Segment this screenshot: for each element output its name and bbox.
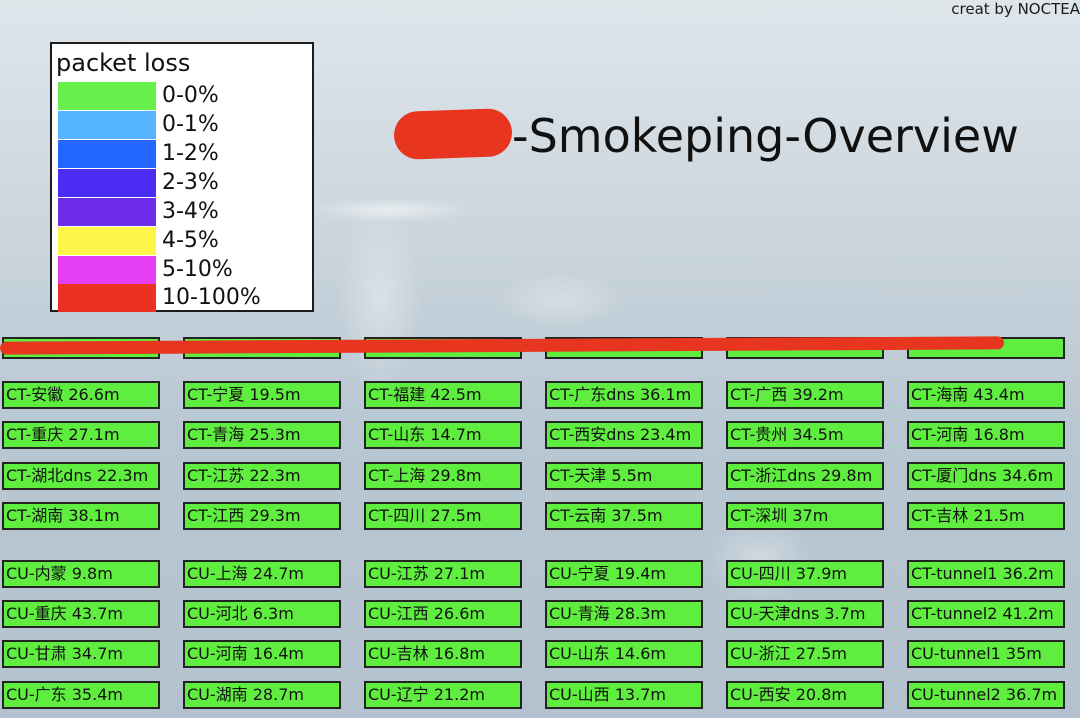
- legend-label: 0-0%: [162, 83, 219, 108]
- target-tile[interactable]: CT-广西 39.2m: [726, 381, 884, 409]
- target-tile[interactable]: CT-上海 29.8m: [364, 462, 522, 490]
- target-tile[interactable]: CU-湖南 28.7m: [183, 681, 341, 709]
- target-tile[interactable]: CU-内蒙 9.8m: [2, 560, 160, 588]
- redaction-mark: [393, 107, 513, 161]
- target-tile[interactable]: CT-重庆 27.1m: [2, 421, 160, 449]
- target-tile[interactable]: CT-安徽 26.6m: [2, 381, 160, 409]
- legend-swatch: [58, 198, 156, 226]
- target-tile[interactable]: CU-青海 28.3m: [545, 600, 703, 628]
- creator-credit: creat by NOCTEA: [951, 0, 1080, 18]
- target-tile[interactable]: CU-甘肃 34.7m: [2, 640, 160, 668]
- legend-swatch: [58, 284, 156, 312]
- target-tile[interactable]: CT-河南 16.8m: [907, 421, 1065, 449]
- target-tile[interactable]: CU-广东 35.4m: [2, 681, 160, 709]
- target-tile[interactable]: CU-浙江 27.5m: [726, 640, 884, 668]
- legend-title: packet loss: [56, 49, 191, 77]
- target-tile[interactable]: CU-西安 20.8m: [726, 681, 884, 709]
- legend-label: 2-3%: [162, 170, 219, 195]
- legend-item: 10-100%: [58, 284, 308, 312]
- target-tile[interactable]: CU-天津dns 3.7m: [726, 600, 884, 628]
- legend-swatch: [58, 227, 156, 255]
- legend-label: 5-10%: [162, 257, 233, 282]
- legend-item: 3-4%: [58, 198, 308, 226]
- target-tile[interactable]: CT-海南 43.4m: [907, 381, 1065, 409]
- target-tile[interactable]: CT-湖南 38.1m: [2, 502, 160, 530]
- legend-item: 1-2%: [58, 140, 308, 168]
- legend-swatch: [58, 169, 156, 197]
- target-tile[interactable]: CU-山西 13.7m: [545, 681, 703, 709]
- target-tile[interactable]: CT-深圳 37m: [726, 502, 884, 530]
- target-tile[interactable]: CU-河南 16.4m: [183, 640, 341, 668]
- legend-item: 4-5%: [58, 227, 308, 255]
- target-tile[interactable]: CT-厦门dns 34.6m: [907, 462, 1065, 490]
- target-tile[interactable]: CT-湖北dns 22.3m: [2, 462, 160, 490]
- target-tile[interactable]: CT-tunnel2 41.2m: [907, 600, 1065, 628]
- target-tile[interactable]: CT-西安dns 23.4m: [545, 421, 703, 449]
- target-tile[interactable]: CU-tunnel2 36.7m: [907, 681, 1065, 709]
- legend-label: 3-4%: [162, 199, 219, 224]
- target-tile[interactable]: CT-吉林 21.5m: [907, 502, 1065, 530]
- legend-label: 1-2%: [162, 141, 219, 166]
- legend-item: 2-3%: [58, 169, 308, 197]
- target-tile[interactable]: CU-山东 14.6m: [545, 640, 703, 668]
- target-tile[interactable]: CU-宁夏 19.4m: [545, 560, 703, 588]
- legend-label: 10-100%: [162, 285, 261, 310]
- packet-loss-legend: packet loss 0-0% 0-1% 1-2% 2-3% 3-4% 4-5…: [50, 42, 314, 312]
- target-tile[interactable]: CU-上海 24.7m: [183, 560, 341, 588]
- legend-swatch: [58, 111, 156, 139]
- target-tile[interactable]: CU-江西 26.6m: [364, 600, 522, 628]
- legend-item: 5-10%: [58, 256, 308, 284]
- legend-item: 0-0%: [58, 82, 308, 110]
- target-tile[interactable]: CT-江西 29.3m: [183, 502, 341, 530]
- target-tile[interactable]: CT-浙江dns 29.8m: [726, 462, 884, 490]
- legend-item: 0-1%: [58, 111, 308, 139]
- target-tile[interactable]: CT-四川 27.5m: [364, 502, 522, 530]
- target-tile[interactable]: CU-江苏 27.1m: [364, 560, 522, 588]
- target-tile[interactable]: CU-四川 37.9m: [726, 560, 884, 588]
- target-tile[interactable]: CT-山东 14.7m: [364, 421, 522, 449]
- target-tile[interactable]: CT-云南 37.5m: [545, 502, 703, 530]
- legend-swatch: [58, 82, 156, 110]
- target-tile[interactable]: CU-河北 6.3m: [183, 600, 341, 628]
- target-tile[interactable]: CU-重庆 43.7m: [2, 600, 160, 628]
- target-tile[interactable]: CT-青海 25.3m: [183, 421, 341, 449]
- target-tile[interactable]: CU-tunnel1 35m: [907, 640, 1065, 668]
- target-tile[interactable]: CT-广东dns 36.1m: [545, 381, 703, 409]
- target-tile[interactable]: CT-宁夏 19.5m: [183, 381, 341, 409]
- target-tile[interactable]: CT-贵州 34.5m: [726, 421, 884, 449]
- legend-label: 0-1%: [162, 112, 219, 137]
- target-tile[interactable]: CT-福建 42.5m: [364, 381, 522, 409]
- target-tile[interactable]: CT-天津 5.5m: [545, 462, 703, 490]
- target-tile[interactable]: CT-江苏 22.3m: [183, 462, 341, 490]
- page-title: -Smokeping-Overview: [512, 109, 1019, 163]
- target-tile[interactable]: CT-tunnel1 36.2m: [907, 560, 1065, 588]
- legend-label: 4-5%: [162, 228, 219, 253]
- target-tile[interactable]: CU-吉林 16.8m: [364, 640, 522, 668]
- legend-swatch: [58, 256, 156, 284]
- target-tile[interactable]: CU-辽宁 21.2m: [364, 681, 522, 709]
- legend-swatch: [58, 140, 156, 168]
